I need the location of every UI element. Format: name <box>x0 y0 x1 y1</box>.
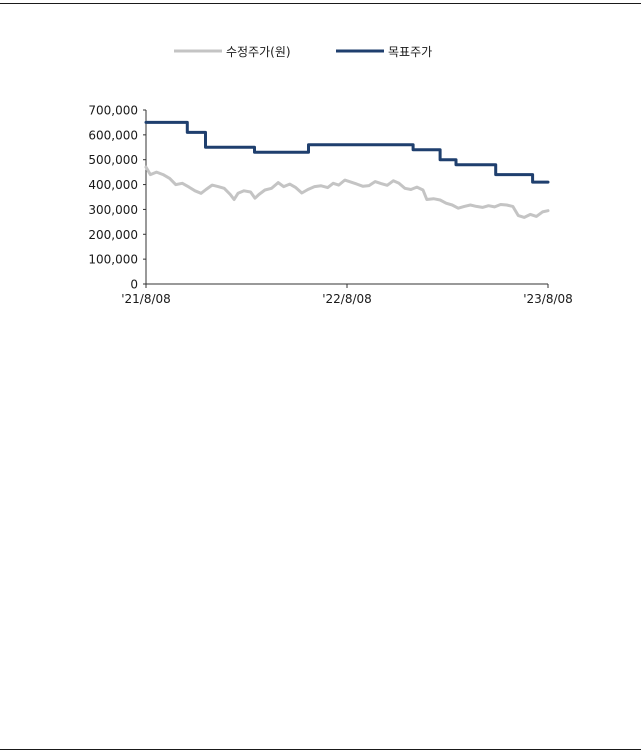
x-axis-tick-label: '21/8/08 <box>121 292 171 306</box>
chart-series <box>144 120 550 219</box>
y-axis-tick-label: 400,000 <box>88 178 138 192</box>
series-line-target-price <box>144 120 550 184</box>
x-axis-tick-label: '23/8/08 <box>523 292 573 306</box>
y-axis-tick-label: 600,000 <box>88 128 138 142</box>
y-axis-tick-label: 0 <box>130 278 138 292</box>
line-chart: 수정주가(원) 목표주가 700,000 600,000 500,000 400,00… <box>0 0 641 330</box>
y-axis-tick-label: 700,000 <box>88 104 138 118</box>
x-axis-tick-label: '22/8/08 <box>322 292 372 306</box>
top-rule <box>0 3 641 4</box>
chart-legend: 수정주가(원) 목표주가 <box>174 45 432 59</box>
bottom-rule <box>0 749 641 750</box>
chart-axes: 700,000 600,000 500,000 400,000 300,000 200,0… <box>88 104 572 307</box>
y-axis-tick-label: 300,000 <box>88 203 138 217</box>
chart-svg: 수정주가(원) 목표주가 700,000 600,000 500,000 400,00… <box>88 45 572 307</box>
y-axis-tick-label: 500,000 <box>88 153 138 167</box>
legend-label-target-price: 목표주가 <box>388 45 432 59</box>
y-axis-tick-label: 100,000 <box>88 253 138 267</box>
series-line-adjusted-price <box>144 165 550 219</box>
legend-label-adjusted-price: 수정주가(원) <box>226 45 291 59</box>
y-axis-tick-label: 200,000 <box>88 228 138 242</box>
